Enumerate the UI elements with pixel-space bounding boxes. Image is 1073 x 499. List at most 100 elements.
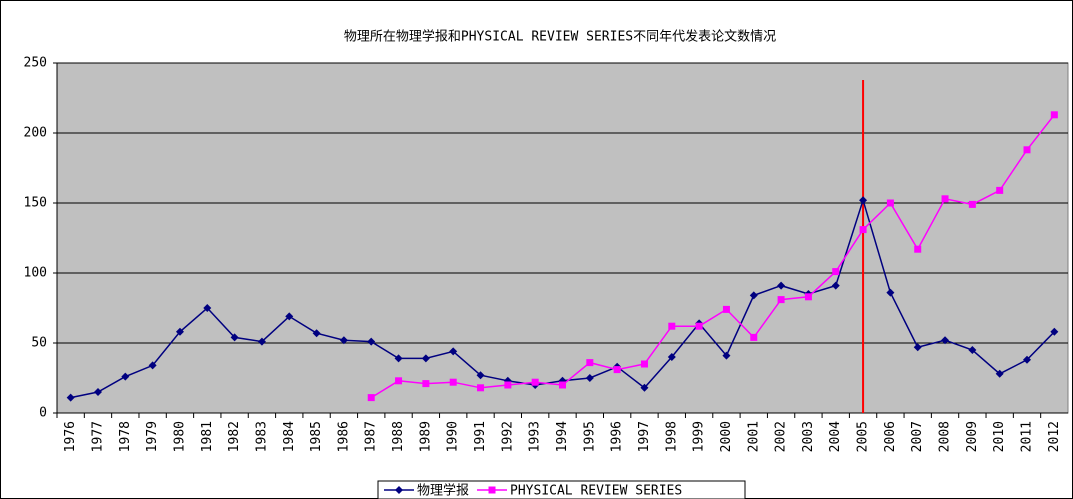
point-marker [831,281,840,290]
point-marker [66,393,75,402]
point-marker [394,354,403,363]
legend-marker [395,486,403,494]
x-tick-label: 1991 [473,421,488,452]
point-marker [230,333,239,342]
point-marker [1023,355,1032,364]
point-marker [941,336,950,345]
x-tick-label: 2005 [856,421,871,452]
legend-label: PHYSICAL REVIEW SERIES [510,484,682,499]
x-tick-label: 2011 [1020,421,1035,452]
x-tick-label: 1996 [610,421,625,452]
x-tick-label: 1982 [227,421,242,452]
x-tick-label: 1986 [336,421,351,452]
point-marker [422,380,430,388]
x-tick-label: 1980 [172,421,187,452]
series-line [370,114,1055,399]
point-marker [312,329,321,338]
point-marker [913,343,922,352]
point-marker [640,360,648,368]
x-tick-label: 2008 [938,421,953,452]
point-marker [395,377,403,385]
point-marker [668,322,676,330]
point-marker [640,383,649,392]
x-tick-label: 1992 [500,421,515,452]
y-tick-label: 150 [24,196,47,211]
point-marker [504,381,512,389]
x-tick-label: 1997 [637,421,652,452]
x-tick-label: 1988 [391,421,406,452]
x-tick-label: 2006 [883,421,898,452]
point-marker [914,245,922,253]
point-marker [477,384,485,392]
point-marker [667,353,676,361]
point-marker [804,293,812,301]
x-tick-label: 1993 [528,421,543,452]
point-marker [968,200,976,208]
legend: 物理学报 PHYSICAL REVIEW SERIES [377,480,746,499]
point-marker [175,327,184,336]
point-marker [777,296,785,304]
point-marker [859,226,867,234]
y-tick-label: 100 [24,266,47,281]
point-marker [203,304,212,312]
point-marker [749,291,758,300]
point-marker [613,366,621,374]
x-tick-label: 1994 [555,421,570,452]
point-marker [93,388,102,396]
plot-area [56,62,1069,414]
x-tick-label: 1978 [118,421,133,452]
x-tick-label: 2002 [774,421,789,452]
x-tick-label: 2012 [1047,421,1062,452]
point-marker [421,354,430,363]
x-tick-label: 2009 [965,421,980,452]
x-tick-label: 2000 [719,421,734,452]
legend-box [377,480,746,499]
point-marker [722,305,730,313]
x-tick-label: 1999 [692,421,707,452]
x-tick-label: 1995 [582,421,597,452]
point-marker [585,374,594,382]
point-marker [886,288,895,297]
x-tick-label: 2007 [910,421,925,452]
x-tick-label: 1977 [90,421,105,452]
point-marker [285,312,294,321]
point-marker [148,361,157,370]
point-marker [968,346,977,354]
point-marker [257,337,266,346]
x-tick-label: 2010 [992,421,1007,452]
y-tick-label: 200 [24,126,47,141]
point-marker [367,394,375,402]
x-tick-label: 1981 [200,421,215,452]
legend-label: 物理学报 [417,483,469,499]
point-marker [722,351,731,360]
x-tick-label: 1984 [282,421,297,452]
point-marker [777,281,786,290]
point-marker [586,359,594,367]
point-marker [367,337,376,346]
point-marker [449,378,457,386]
point-marker [1023,146,1031,154]
x-tick-label: 1983 [254,421,269,452]
point-marker [559,381,566,389]
x-tick-label: 1990 [446,421,461,452]
point-marker [695,322,703,330]
point-marker [531,378,539,386]
point-marker [1050,111,1058,119]
point-marker [121,372,130,381]
point-marker [941,195,949,203]
point-marker [750,333,758,341]
point-marker [886,199,894,207]
y-tick-label: 50 [31,336,47,351]
point-marker [996,186,1004,194]
x-tick-label: 1998 [664,421,679,452]
x-tick-label: 2001 [746,421,761,452]
y-tick-label: 0 [39,406,47,421]
point-marker [1050,327,1059,336]
y-tick-label: 250 [24,56,47,71]
chart-title: 物理所在物理学报和PHYSICAL REVIEW SERIES不同年代发表论文数… [344,29,776,45]
x-tick-label: 1989 [418,421,433,452]
x-tick-label: 1976 [63,421,78,452]
point-marker [449,347,458,356]
point-marker [995,369,1004,378]
